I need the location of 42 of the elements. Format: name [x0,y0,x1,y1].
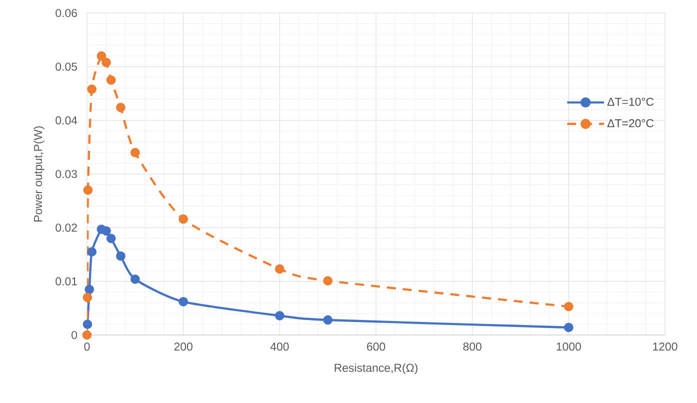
x-tick-label: 1200 [653,342,678,351]
y-tick-label: 0.04 [56,116,78,124]
point [82,320,92,329]
x-tick-label: 400 [270,342,289,351]
y-tick-label: 0.02 [56,224,77,232]
point [178,214,188,224]
point [87,247,96,256]
y-tick-label: 0.01 [56,277,77,286]
point [564,322,574,332]
point [82,330,92,340]
x-axis-title: Resistance,R(Ω) [334,363,418,374]
point [323,276,333,286]
point [564,302,574,312]
point [96,51,106,61]
point [274,264,284,274]
point [130,148,140,158]
point [84,284,94,294]
x-tick-label: 200 [174,342,192,351]
point [130,274,140,284]
point [106,75,116,85]
y-tick-label: 0.03 [56,170,77,178]
point [178,297,188,306]
point [323,315,333,325]
point [82,292,92,302]
point [106,234,116,244]
x-tick-label: 0 [84,342,90,351]
legend-label: ΔT=10°C [607,98,654,106]
point [83,185,93,195]
x-tick-label: 800 [463,342,482,351]
point [116,251,126,261]
point [102,58,111,68]
point [102,226,111,236]
x-tick-label: 1000 [556,342,581,351]
point [87,84,96,94]
y-tick-label: 0 [72,330,78,340]
legend-label: ΔT=20°C [607,119,654,128]
y-tick-label: 0.06 [56,8,77,18]
point [274,311,284,320]
y-tick-label: 0.05 [56,62,77,71]
point [116,102,126,112]
y-axis-title: Power output,P(W) [34,126,44,222]
x-tick-label: 600 [367,342,386,351]
